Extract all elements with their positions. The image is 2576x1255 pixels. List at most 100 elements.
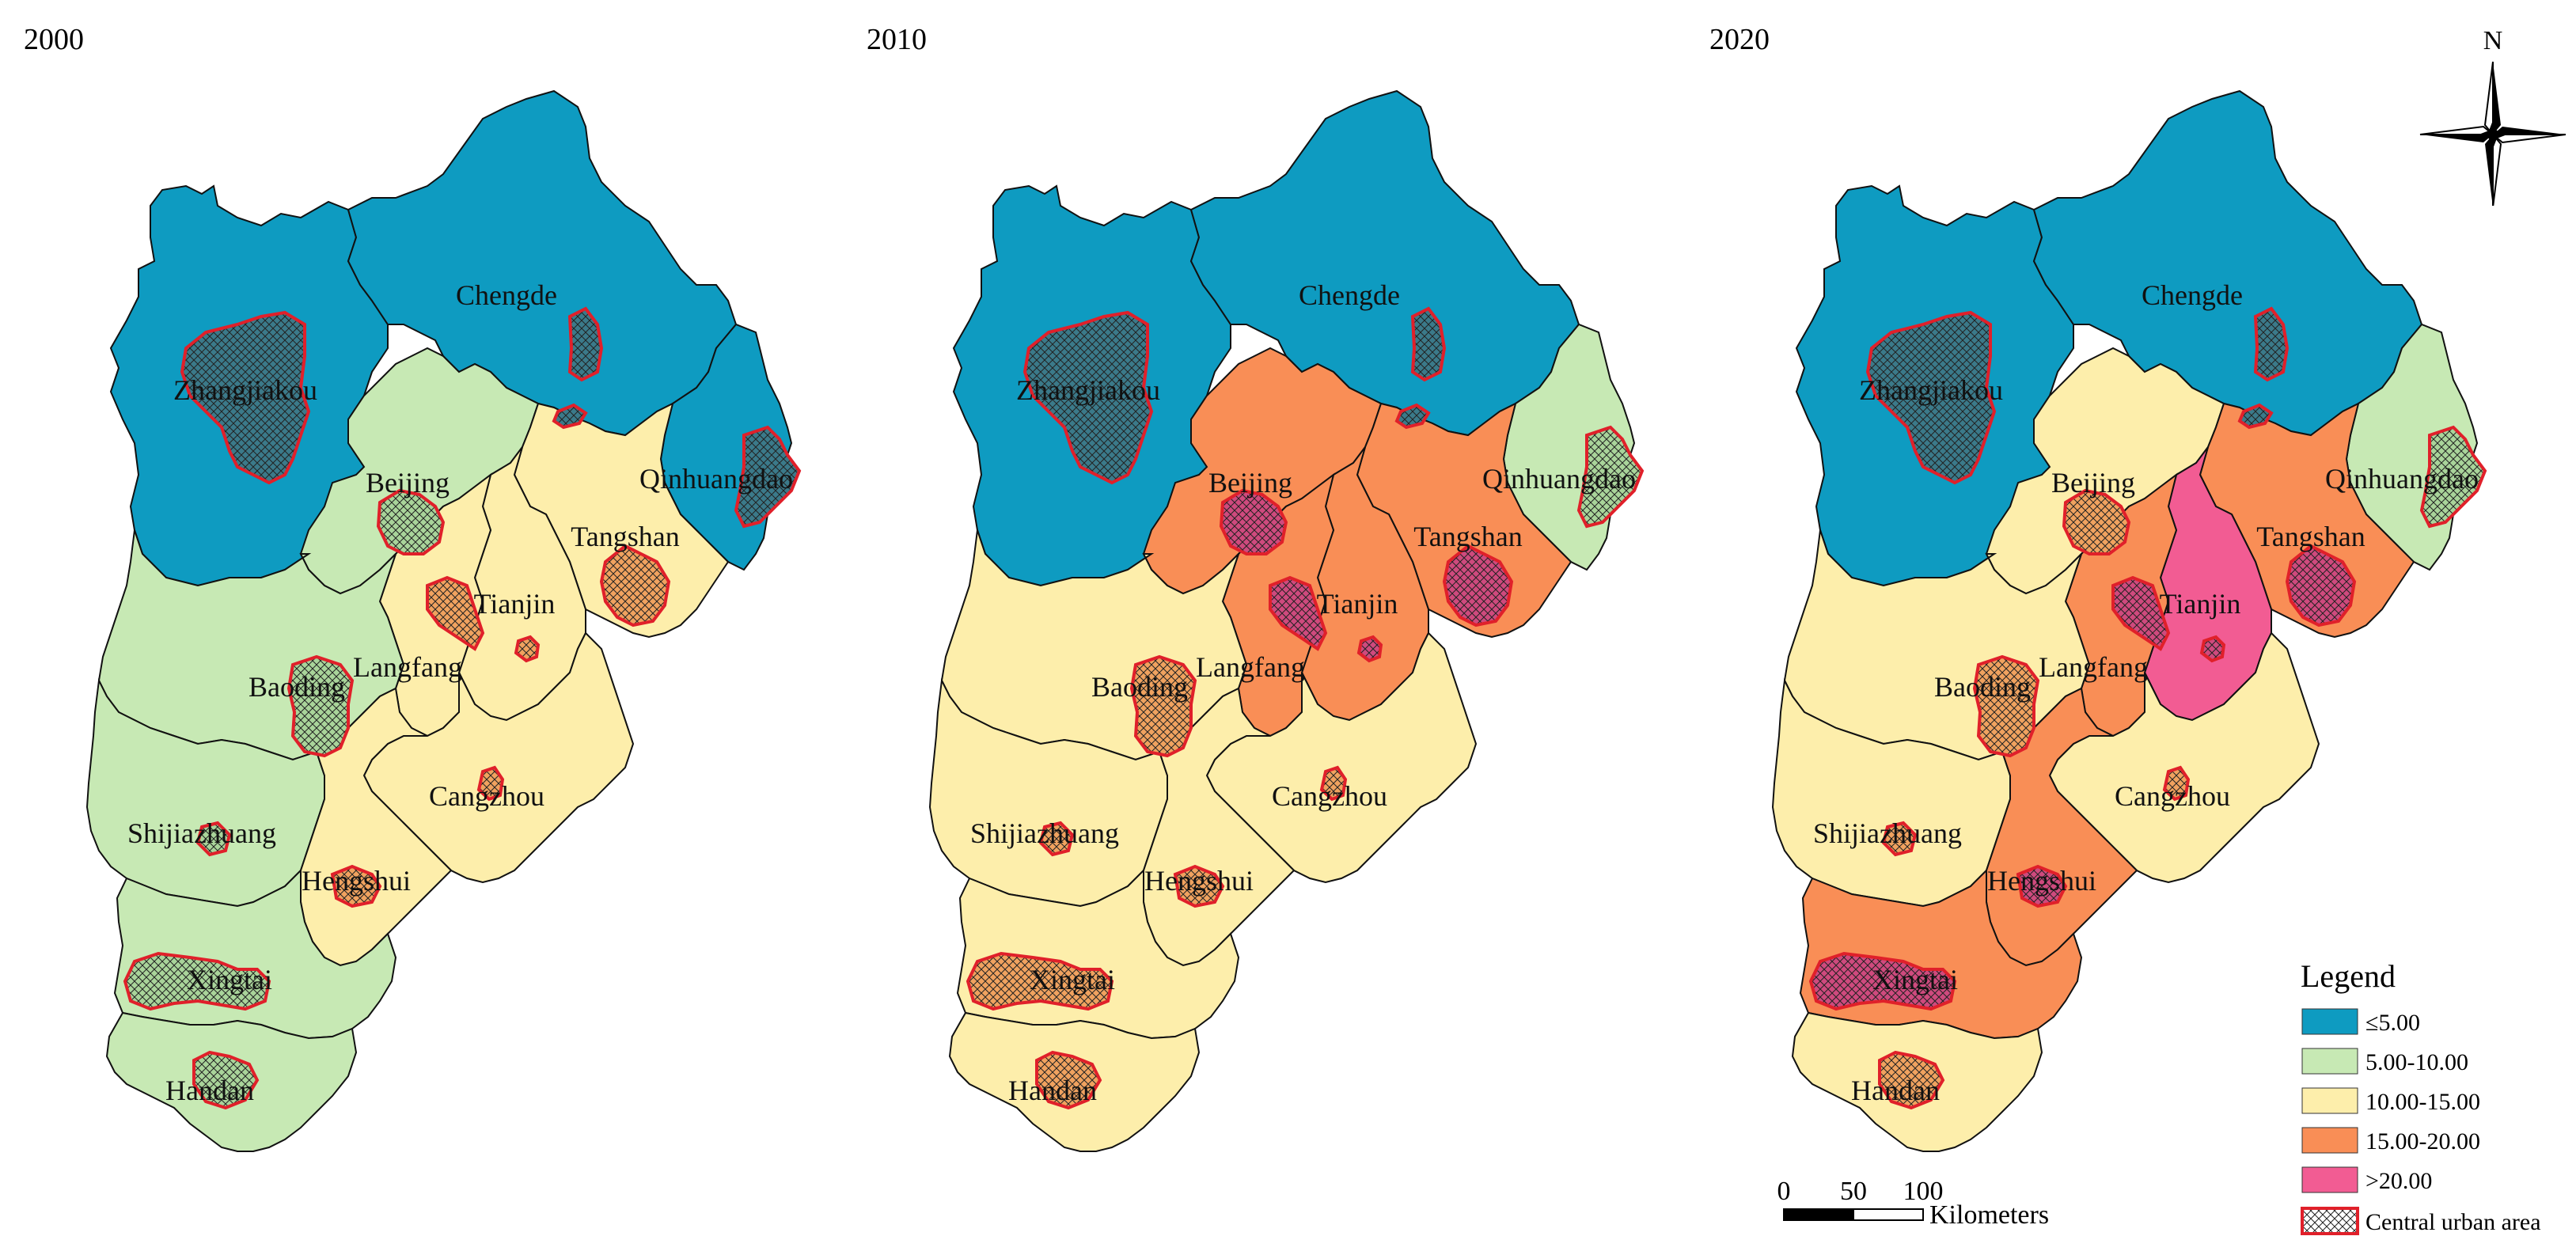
urban-area-outline-hengshui (1173, 864, 1225, 908)
urban-area-outline-baoding (286, 654, 355, 758)
city-label-hengshui: Hengshui (302, 865, 411, 897)
urban-area-outline-shijiazhuang (1881, 821, 1918, 857)
urban-area-outline-tianjin (2199, 635, 2226, 663)
scale-tick-0: 0 (1777, 1177, 1791, 1206)
legend-label: 5.00-10.00 (2365, 1049, 2468, 1075)
city-label-tangshan: Tangshan (1413, 521, 1522, 552)
panel-year-label: 2010 (867, 23, 927, 56)
city-label-cangzhou: Cangzhou (2115, 780, 2230, 812)
urban-area-outline-langfang (1269, 575, 1328, 651)
city-label-hengshui: Hengshui (1987, 865, 2096, 897)
panel-year-label: 2000 (24, 23, 84, 56)
city-label-shijiazhuang: Shijiazhuang (970, 817, 1119, 849)
urban-area-outline-shijiazhuang (195, 821, 232, 857)
city-label-handan: Handan (1008, 1075, 1097, 1106)
urban-area-outline-baoding (1129, 654, 1197, 758)
city-label-chengde: Chengde (1299, 279, 1400, 311)
urban-area-outline-langfang (2111, 575, 2171, 651)
legend-swatch (2301, 1048, 2358, 1075)
compass-rose-icon (2419, 61, 2567, 206)
legend-label: 10.00-15.00 (2365, 1089, 2480, 1115)
city-label-langfang: Langfang (1196, 651, 1305, 683)
central-urban-areas (1808, 306, 2487, 1110)
urban-area-outline-chengde (567, 306, 604, 382)
urban-area-outline-tangshan (2285, 544, 2357, 628)
city-label-tianjin: Tianjin (474, 588, 556, 620)
urban-area-outline-tianjin (1356, 635, 1383, 663)
north-label: N (2483, 26, 2503, 55)
urban-area-outline-chengde (1394, 403, 1431, 430)
urban-area-outline-qinhuangdao (2419, 425, 2487, 529)
urban-area-outline-xingtai (1808, 951, 1957, 1011)
legend-swatch (2301, 1087, 2358, 1114)
city-labels: Zhangjiakou Chengde Beijing Qinhuangdao Tang… (127, 279, 793, 1106)
urban-area-outline-handan (192, 1050, 260, 1110)
city-label-xingtai: Xingtai (1872, 964, 1958, 995)
legend: Legend ≤5.00 5.00-10.00 10.00-15.00 15.00-2… (2301, 958, 2541, 1235)
city-label-baoding: Baoding (1091, 671, 1188, 703)
city-label-baoding: Baoding (1934, 671, 2031, 703)
city-label-chengde: Chengde (456, 279, 557, 311)
city-label-qinhuangdao: Qinhuangdao (1482, 463, 1636, 495)
legend-swatch (2301, 1166, 2358, 1193)
urban-area-outline-hengshui (330, 864, 382, 908)
city-label-qinhuangdao: Qinhuangdao (2325, 463, 2479, 495)
central-urban-areas (123, 306, 802, 1110)
legend-swatch (2301, 1008, 2358, 1035)
scale-unit: Kilometers (1929, 1200, 2049, 1230)
city-label-beijing: Beijing (1208, 467, 1292, 499)
legend-label: 15.00-20.00 (2365, 1128, 2480, 1155)
legend-urban-item: Central urban area (2301, 1207, 2541, 1235)
central-urban-areas (966, 306, 1645, 1110)
city-label-xingtai: Xingtai (1030, 964, 1115, 995)
scale-bar: 0 50 100 Kilometers (1777, 1177, 2050, 1230)
urban-area-outline-chengde (2237, 403, 2274, 430)
panel-year-label: 2020 (1709, 23, 1770, 56)
urban-area-outline-cangzhou (2162, 765, 2191, 802)
urban-area-outline-beijing (376, 488, 446, 555)
legend-swatch (2301, 1127, 2358, 1154)
map-panel-2010: 2010 Zhangjiakou Chengde Beijing Qinhuangda… (867, 23, 1645, 1152)
city-label-tianjin: Tianjin (1317, 588, 1398, 620)
map-panel-2020: 2020 Zhangjiakou Chengde Beijing Qinhuangda… (1709, 23, 2487, 1152)
urban-area-outline-zhangjiakou (1865, 310, 1997, 485)
city-label-beijing: Beijing (366, 467, 450, 499)
city-labels: Zhangjiakou Chengde Beijing Qinhuangdao Tang… (1813, 279, 2479, 1106)
city-label-langfang: Langfang (2039, 651, 2148, 683)
city-label-qinhuangdao: Qinhuangdao (639, 463, 793, 495)
urban-area-outline-tianjin (514, 635, 541, 663)
urban-area-outline-qinhuangdao (734, 425, 802, 529)
urban-area-outline-chengde (2253, 306, 2290, 382)
urban-area-outline-zhangjiakou (180, 310, 311, 485)
city-label-chengde: Chengde (2142, 279, 2243, 311)
urban-area-outline-hengshui (2016, 864, 2068, 908)
urban-area-outline-chengde (1410, 306, 1447, 382)
scale-tick-50: 50 (1840, 1177, 1867, 1206)
urban-area-outline-beijing (1219, 488, 1288, 555)
urban-area-outline-handan (1878, 1050, 1945, 1110)
city-label-zhangjiakou: Zhangjiakou (1016, 374, 1160, 406)
urban-area-outline-langfang (426, 575, 485, 651)
city-label-shijiazhuang: Shijiazhuang (1813, 817, 1962, 849)
city-labels: Zhangjiakou Chengde Beijing Qinhuangdao Tang… (970, 279, 1636, 1106)
urban-area-outline-handan (1035, 1050, 1102, 1110)
city-label-zhangjiakou: Zhangjiakou (173, 374, 317, 406)
map-panel-2000: 2000 Zhangjiakou Chengde Beijing Qinhuangda… (24, 23, 802, 1152)
legend-urban-swatch (2301, 1207, 2359, 1235)
urban-area-outline-cangzhou (1319, 765, 1348, 802)
city-label-cangzhou: Cangzhou (429, 780, 544, 812)
city-label-handan: Handan (165, 1075, 254, 1106)
urban-area-outline-tangshan (1442, 544, 1514, 628)
city-label-hengshui: Hengshui (1144, 865, 1254, 897)
legend-title: Legend (2301, 958, 2396, 994)
urban-area-outline-xingtai (966, 951, 1114, 1011)
city-label-tangshan: Tangshan (571, 521, 679, 552)
urban-area-outline-qinhuangdao (1576, 425, 1645, 529)
legend-label: ≤5.00 (2365, 1010, 2420, 1036)
city-label-handan: Handan (1851, 1075, 1940, 1106)
city-label-baoding: Baoding (248, 671, 345, 703)
scale-tick-100: 100 (1903, 1177, 1944, 1206)
urban-area-outline-cangzhou (476, 765, 505, 802)
city-label-beijing: Beijing (2051, 467, 2135, 499)
